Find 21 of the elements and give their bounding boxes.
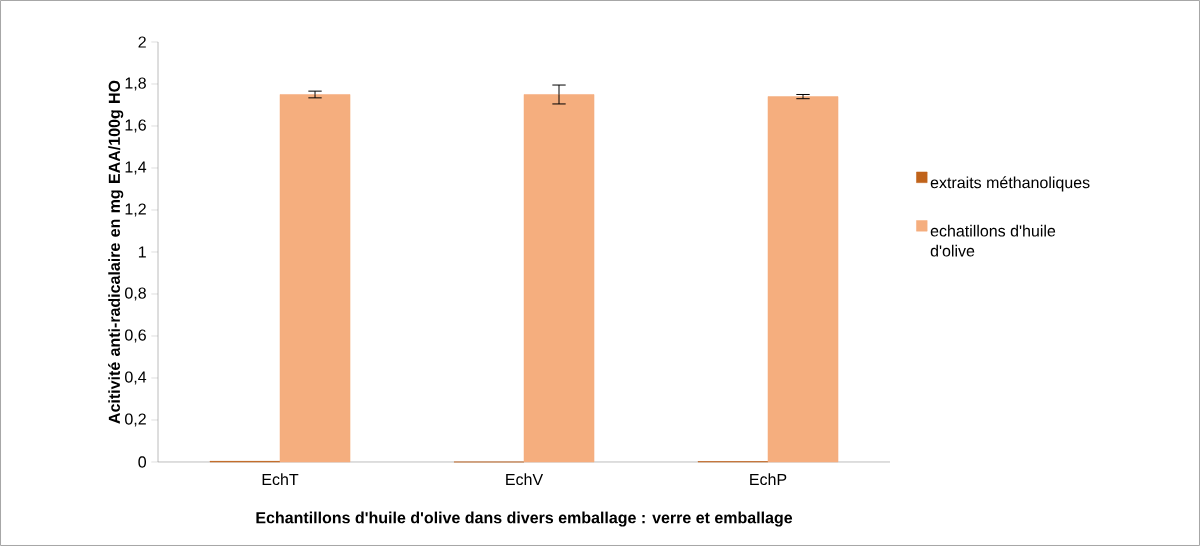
y-tick-label: 0 xyxy=(138,456,147,468)
y-tick-label: 1,2 xyxy=(125,203,146,217)
y-tick-label: 0,8 xyxy=(125,287,146,301)
y-axis-title: Acitivité anti-radicalaire en mg EAA/100g HO xyxy=(108,80,124,424)
y-tick-label: 1,6 xyxy=(125,119,146,133)
y-tick-label: 1,4 xyxy=(125,161,147,175)
legend-label: extraits méthanoliques xyxy=(930,176,1090,192)
bar xyxy=(279,94,351,463)
x-axis-title: Echantillons d'huile d'olive dans divers emballage : verre et emballage xyxy=(256,511,793,527)
y-tick-label: 0,4 xyxy=(125,371,147,385)
y-tick-label: 1,8 xyxy=(125,77,146,91)
y-tick-label: 0,2 xyxy=(125,413,146,427)
x-tick-label: EchP xyxy=(750,473,787,486)
y-tick-label: 1 xyxy=(138,246,146,258)
x-tick-label: EchT xyxy=(262,473,299,486)
x-tick-label: EchV xyxy=(506,473,544,486)
y-tick-label: 2 xyxy=(138,36,146,48)
y-tick-label: 0,6 xyxy=(125,329,146,343)
legend-label: echatillons d'huile d'olive xyxy=(930,224,1056,257)
bar xyxy=(523,94,595,463)
bar xyxy=(767,96,839,463)
